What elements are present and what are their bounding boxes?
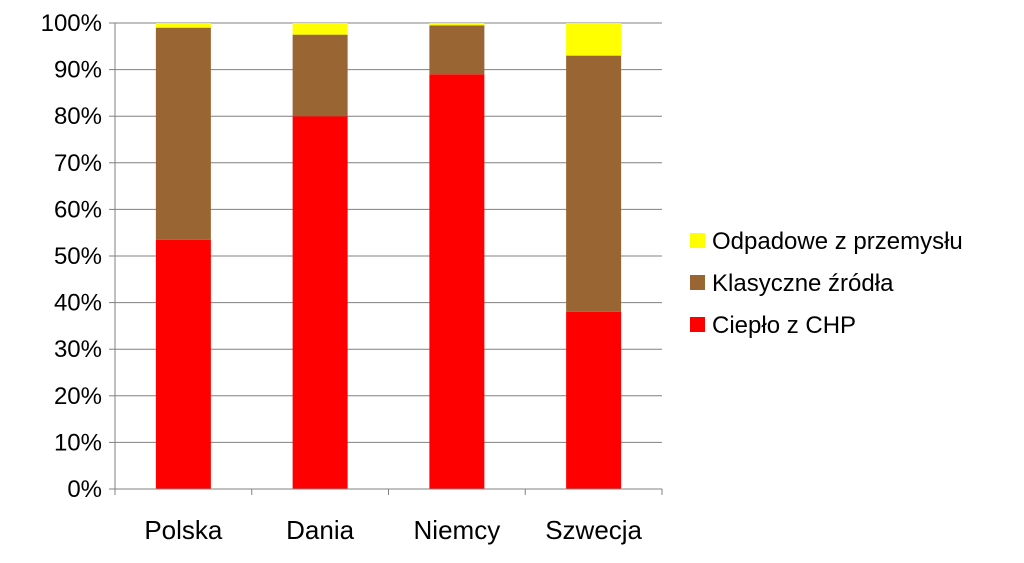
y-tick-label: 30% — [54, 336, 102, 363]
legend-swatch — [690, 233, 705, 248]
bar-segment-dania-0 — [292, 116, 348, 489]
y-tick-label: 0% — [67, 476, 102, 503]
bar-segment-dania-1 — [292, 34, 348, 117]
bar-segment-niemcy-0 — [429, 74, 485, 489]
y-tick-label: 80% — [54, 103, 102, 130]
bar-segment-niemcy-2 — [429, 23, 485, 26]
bar-segment-niemcy-1 — [429, 25, 485, 75]
x-category-label: Szwecja — [545, 515, 642, 545]
y-tick-label: 60% — [54, 196, 102, 223]
legend-label: Klasyczne źródła — [712, 270, 894, 297]
y-tick-label: 90% — [54, 57, 102, 84]
x-category-label: Polska — [144, 515, 223, 545]
y-tick-label: 10% — [54, 429, 102, 456]
x-category-label: Niemcy — [414, 515, 501, 545]
legend-swatch — [690, 317, 705, 332]
y-tick-label: 70% — [54, 150, 102, 177]
y-tick-label: 50% — [54, 243, 102, 270]
bar-segment-dania-2 — [292, 23, 348, 35]
legend-label: Odpadowe z przemysłu — [712, 228, 963, 255]
x-category-label: Dania — [286, 515, 354, 545]
bar-segment-szwecja-1 — [566, 55, 622, 312]
bar-segment-szwecja-2 — [566, 23, 622, 56]
bar-segment-szwecja-0 — [566, 311, 622, 489]
x-axis-category-labels: Polska Dania Niemcy Szwecja — [144, 515, 642, 545]
y-tick-label: 20% — [54, 383, 102, 410]
bar-segment-polska-2 — [155, 23, 211, 28]
bar-segment-polska-1 — [155, 27, 211, 240]
y-axis-tick-labels: 0% 10% 20% 30% 40% 50% 60% 70% 80% 90% 100% — [41, 10, 102, 503]
bars — [155, 23, 622, 489]
legend-label: Ciepło z CHP — [712, 312, 856, 339]
axes — [109, 22, 663, 495]
bar-segment-polska-0 — [155, 239, 211, 489]
y-tick-label: 100% — [41, 10, 102, 37]
y-tick-label: 40% — [54, 290, 102, 317]
legend-swatch — [690, 275, 705, 290]
legend: Odpadowe z przemysłu Klasyczne źródła Ciep… — [690, 228, 963, 339]
